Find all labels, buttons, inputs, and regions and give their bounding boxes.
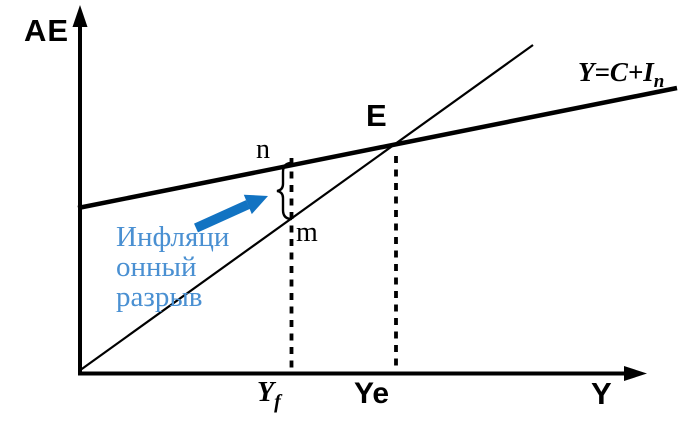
y-axis-arrowhead-icon bbox=[72, 5, 88, 27]
tick-ye-label: Ye bbox=[354, 377, 389, 410]
point-m-label: m bbox=[296, 217, 318, 248]
forty-five-degree-line bbox=[78, 44, 534, 372]
expenditure-line-label-subscript: n bbox=[654, 71, 665, 92]
expenditure-line bbox=[77, 85, 678, 211]
x-axis-label: Y bbox=[591, 376, 612, 411]
gap-arrow-shaft bbox=[194, 200, 250, 233]
gap-arrow-head-icon bbox=[243, 194, 268, 215]
tick-yf-label: Yf bbox=[257, 377, 283, 413]
point-n-label: n bbox=[256, 134, 270, 165]
inflationary-gap-label: Инфляци онный разрыв bbox=[116, 221, 229, 313]
gap-brace-icon bbox=[276, 161, 293, 221]
equilibrium-point-label: E bbox=[366, 98, 387, 133]
expenditure-line-label: Y=C+In bbox=[578, 57, 664, 92]
x-axis-arrowhead-icon bbox=[624, 366, 647, 381]
tick-yf-subscript: f bbox=[274, 391, 283, 413]
y-axis-label: AE bbox=[24, 13, 69, 48]
